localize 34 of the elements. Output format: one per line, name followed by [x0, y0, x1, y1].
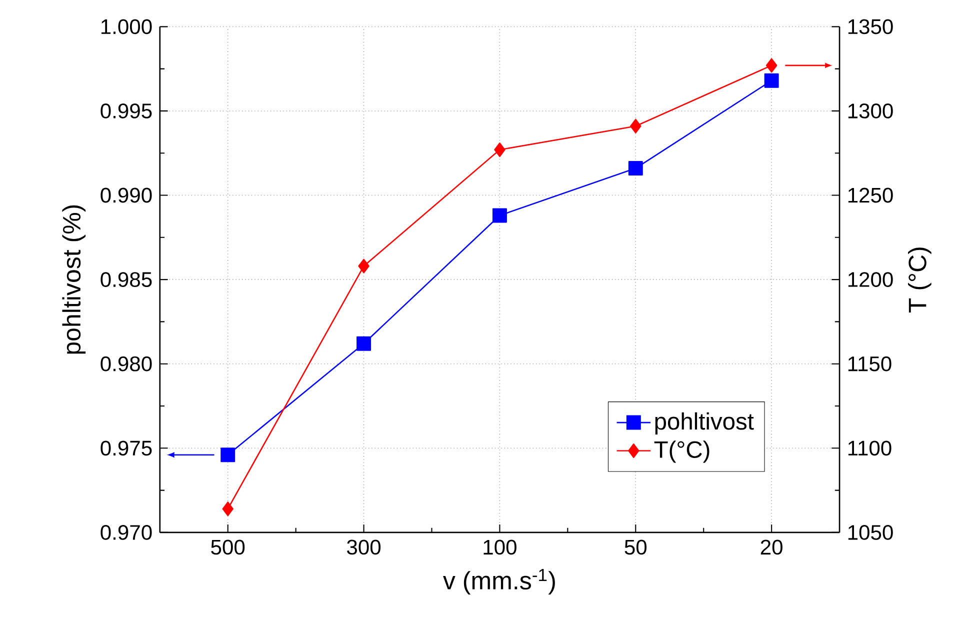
x-tick-label: 50 [624, 540, 647, 555]
y2-axis-title: T (°C) [908, 248, 932, 312]
point [358, 258, 370, 274]
x-tick-label: 500 [211, 540, 245, 555]
y2-tick-label: 1150 [848, 356, 892, 372]
point [494, 142, 506, 157]
y2-tick-label: 1300 [848, 103, 893, 118]
y2-tick-label: 1100 [848, 440, 892, 456]
legend-label: T(°C) [654, 440, 710, 463]
point [630, 118, 642, 134]
y-tick-label: 1.000 [101, 19, 152, 34]
x-tick-label: 300 [347, 540, 381, 555]
y2-tick-label: 1200 [848, 272, 893, 287]
legend-label: pohltivost [655, 412, 754, 434]
y-tick-label: 0.985 [100, 272, 152, 287]
point [628, 160, 643, 176]
point [764, 73, 779, 88]
point [220, 448, 236, 462]
y-axis-title: pohltivost (%) [62, 205, 86, 354]
point [222, 501, 234, 516]
y2-tick-label: 1350 [848, 19, 893, 34]
y-tick-label: 0.975 [100, 440, 152, 456]
y2-tick-label: 1050 [848, 524, 893, 540]
y-tick-label: 0.995 [100, 103, 152, 118]
y-tick-label: 0.990 [100, 188, 152, 203]
x-tick-label: 100 [484, 540, 516, 555]
y-tick-label: 0.980 [100, 356, 152, 372]
y2-tick-label: 1250 [848, 188, 893, 203]
point [766, 58, 778, 73]
point [356, 336, 372, 351]
y-tick-label: 0.970 [100, 524, 152, 540]
x-axis-title: v (mm.s$^{-1}$) [443, 568, 555, 594]
x-tick-label: 20 [760, 540, 782, 555]
point [492, 208, 507, 223]
